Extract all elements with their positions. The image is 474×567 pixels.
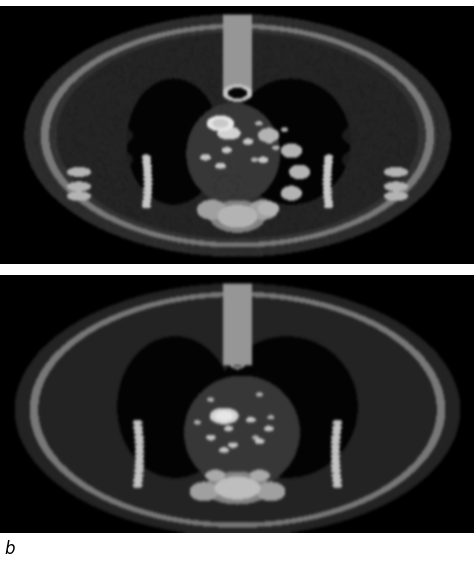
Text: b: b (5, 540, 15, 558)
Text: a: a (5, 271, 15, 289)
